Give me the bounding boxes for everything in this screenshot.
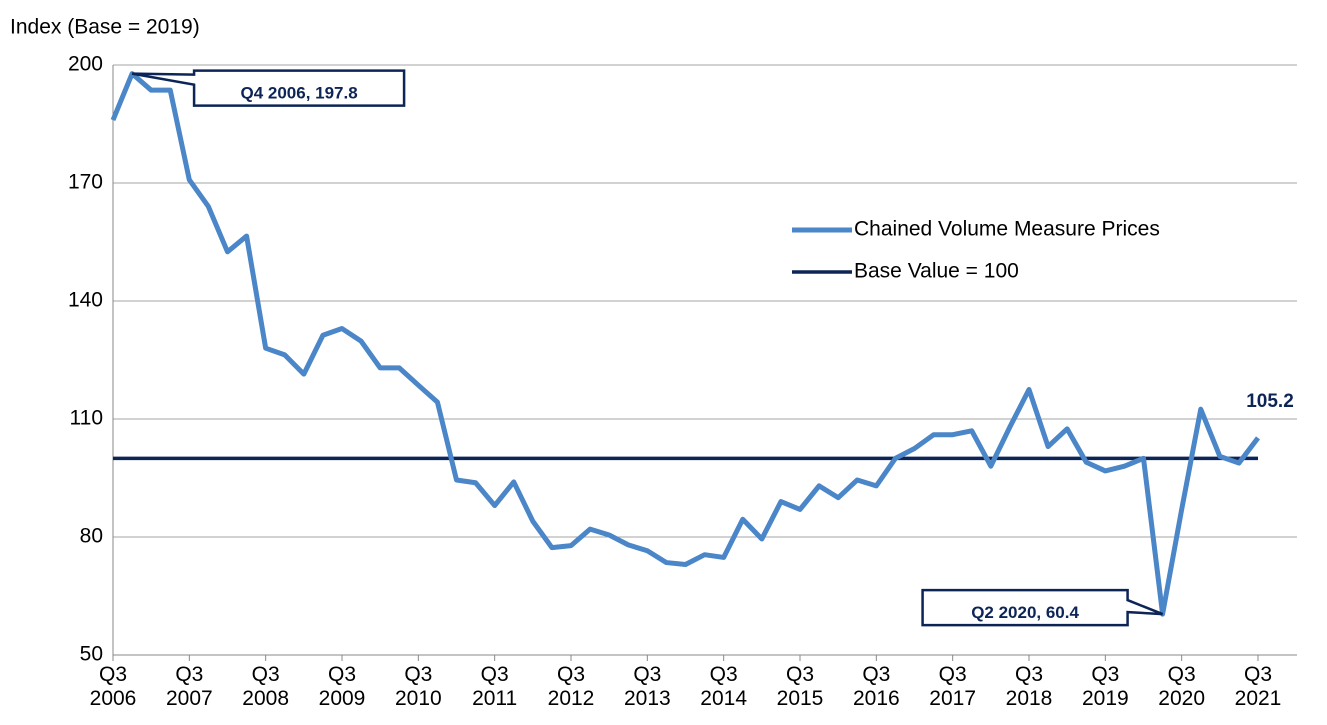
y-tick-label: 80 (80, 525, 103, 548)
callout-label: Q2 2020, 60.4 (971, 603, 1079, 622)
y-tick-label: 140 (68, 289, 103, 312)
x-tick-label: Q3 2013 (623, 663, 671, 710)
y-tick-label: 110 (70, 407, 103, 430)
x-tick-label: Q3 2009 (318, 663, 366, 710)
x-tick-label: Q3 2017 (929, 663, 977, 710)
x-tick-label: Q3 2015 (776, 663, 824, 710)
x-tick-label: Q3 2021 (1234, 663, 1282, 710)
x-tick-label: Q3 2014 (700, 663, 748, 710)
x-tick-label: Q3 2007 (165, 663, 213, 710)
x-tick-label: Q3 2018 (1005, 663, 1053, 710)
y-tick-label: 50 (80, 643, 103, 666)
callout-box (131, 69, 406, 107)
x-tick-label: Q3 2011 (472, 663, 518, 710)
y-tick-label: 200 (68, 53, 103, 76)
callout-label: Q4 2006, 197.8 (240, 84, 357, 103)
x-tick-label: Q3 2010 (394, 663, 442, 710)
value-label: 105.2 (1246, 391, 1294, 412)
data-line (110, 71, 1260, 617)
y-axis-label: Index (Base = 2019) (10, 16, 200, 39)
x-tick-label: Q3 2008 (242, 663, 290, 710)
x-tick-label: Q3 2016 (852, 663, 900, 710)
x-tick-label: Q3 2012 (547, 663, 595, 710)
y-tick-label: 170 (68, 171, 103, 194)
callout-box (921, 588, 1164, 627)
x-tick-label: Q3 2006 (89, 663, 137, 710)
legend-label: Chained Volume Measure Prices (854, 218, 1160, 241)
x-tick-label: Q3 2020 (1158, 663, 1206, 710)
legend-label: Base Value = 100 (854, 260, 1019, 283)
x-tick-label: Q3 2019 (1081, 663, 1129, 710)
